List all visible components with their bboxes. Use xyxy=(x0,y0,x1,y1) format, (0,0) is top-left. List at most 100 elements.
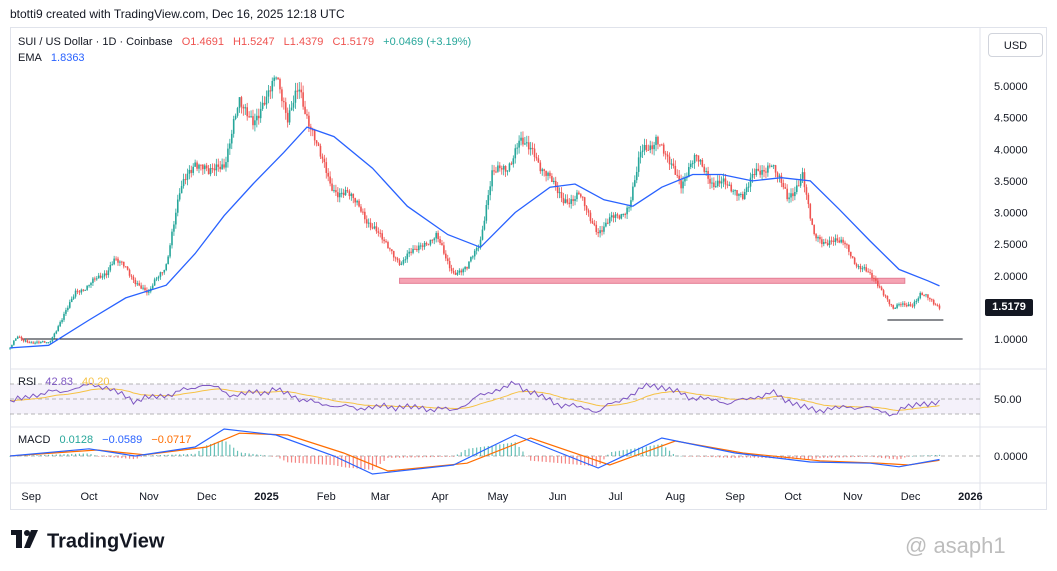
candle-body xyxy=(115,258,117,260)
macd-histogram-bar xyxy=(464,449,466,456)
candle-body xyxy=(925,294,927,296)
ema-legend[interactable]: EMA 1.8363 xyxy=(18,52,91,64)
macd-histogram-bar xyxy=(873,456,875,458)
macd-histogram-bar xyxy=(541,456,543,462)
candle-body xyxy=(184,179,187,181)
time-axis-label: 2026 xyxy=(958,491,982,503)
macd-histogram-bar xyxy=(846,456,848,458)
macd-histogram-bar xyxy=(163,454,165,456)
candle-body xyxy=(227,148,229,163)
candle-body xyxy=(832,240,835,242)
candle-body xyxy=(134,279,137,285)
candle-body xyxy=(599,230,601,234)
macd-histogram-bar xyxy=(865,456,867,457)
macd-histogram-bar xyxy=(830,456,833,458)
candle-body xyxy=(94,278,96,280)
candle-body xyxy=(419,245,422,247)
candle-body xyxy=(464,266,466,270)
candle-body xyxy=(225,162,227,168)
candle-body xyxy=(99,275,102,278)
macd-histogram-bar xyxy=(337,456,339,466)
candle-body xyxy=(362,211,364,213)
candle-body xyxy=(371,227,374,229)
time-axis-label: Apr xyxy=(431,491,448,503)
macd-histogram-bar xyxy=(722,456,725,458)
macd-histogram-bar xyxy=(352,456,354,469)
macd-histogram-bar xyxy=(128,456,131,459)
macd-histogram-bar xyxy=(803,456,806,460)
candle-body xyxy=(223,164,225,168)
candle-body xyxy=(344,190,347,196)
macd-histogram-bar xyxy=(510,442,512,456)
candle-body xyxy=(595,224,598,233)
candle-body xyxy=(697,155,700,162)
macd-histogram-bar xyxy=(738,456,740,458)
candle-body xyxy=(608,217,611,224)
tradingview-logo[interactable]: TradingView xyxy=(11,530,164,554)
time-axis-label: Sep xyxy=(21,491,41,503)
currency-button[interactable]: USD xyxy=(988,33,1043,57)
macd-histogram-bar xyxy=(476,447,478,456)
candle-body xyxy=(481,229,484,240)
macd-histogram-bar xyxy=(429,456,431,458)
candle-body xyxy=(267,90,270,97)
macd-legend[interactable]: MACD 0.0128 −0.0589 −0.0717 xyxy=(18,434,197,446)
macd-hist-value: 0.0128 xyxy=(59,434,94,446)
macd-histogram-bar xyxy=(294,456,297,463)
macd-signal-value: −0.0717 xyxy=(151,434,192,446)
macd-histogram-bar xyxy=(861,456,863,457)
candle-body xyxy=(300,89,302,93)
macd-histogram-bar xyxy=(86,453,88,456)
symbol-name[interactable]: SUI / US Dollar · 1D · Coinbase xyxy=(18,36,173,48)
macd-histogram-bar xyxy=(618,450,620,456)
candle-body xyxy=(327,172,329,177)
macd-histogram-bar xyxy=(838,456,840,458)
candle-body xyxy=(516,147,518,149)
candle-body xyxy=(383,239,385,242)
candle-body xyxy=(539,162,542,172)
candle-body xyxy=(358,200,360,207)
candle-body xyxy=(254,120,256,126)
candle-body xyxy=(778,175,781,177)
candle-body xyxy=(315,140,318,144)
candle-body xyxy=(774,165,777,173)
candle-body xyxy=(458,270,461,273)
macd-histogram-bar xyxy=(383,456,385,461)
time-axis-label: Dec xyxy=(197,491,217,503)
candle-body xyxy=(121,261,123,263)
candle-body xyxy=(662,144,665,154)
candle-body xyxy=(670,163,673,165)
candle-body xyxy=(570,199,572,204)
candle-body xyxy=(680,180,682,189)
macd-histogram-bar xyxy=(221,440,223,456)
candle-body xyxy=(82,289,85,291)
candle-body xyxy=(821,239,823,245)
macd-histogram-bar xyxy=(908,456,910,457)
candle-body xyxy=(63,313,65,320)
macd-histogram-bar xyxy=(796,456,798,459)
macd-histogram-bar xyxy=(452,456,455,457)
candle-body xyxy=(236,108,239,116)
price-axis-label: 2.5000 xyxy=(994,239,1028,251)
symbol-legend: SUI / US Dollar · 1D · Coinbase O1.4691 … xyxy=(18,36,477,48)
macd-histogram-bar xyxy=(117,456,119,458)
candle-body xyxy=(805,187,808,195)
candle-body xyxy=(531,147,534,149)
time-axis-label: Mar xyxy=(371,491,390,503)
macd-histogram-bar xyxy=(676,455,678,457)
candle-body xyxy=(728,184,731,186)
candle-body xyxy=(151,285,154,289)
candle-body xyxy=(55,331,58,334)
rsi-legend[interactable]: RSI 42.83 40.20 xyxy=(18,376,116,388)
macd-histogram-bar xyxy=(348,456,351,468)
candle-body xyxy=(589,212,592,222)
candle-body xyxy=(514,148,517,159)
candle-body xyxy=(165,264,168,271)
candle-body xyxy=(360,206,362,212)
candle-body xyxy=(659,144,661,146)
candle-body xyxy=(414,248,416,250)
candle-body xyxy=(169,245,171,257)
candle-body xyxy=(782,182,785,188)
candle-body xyxy=(751,174,754,178)
